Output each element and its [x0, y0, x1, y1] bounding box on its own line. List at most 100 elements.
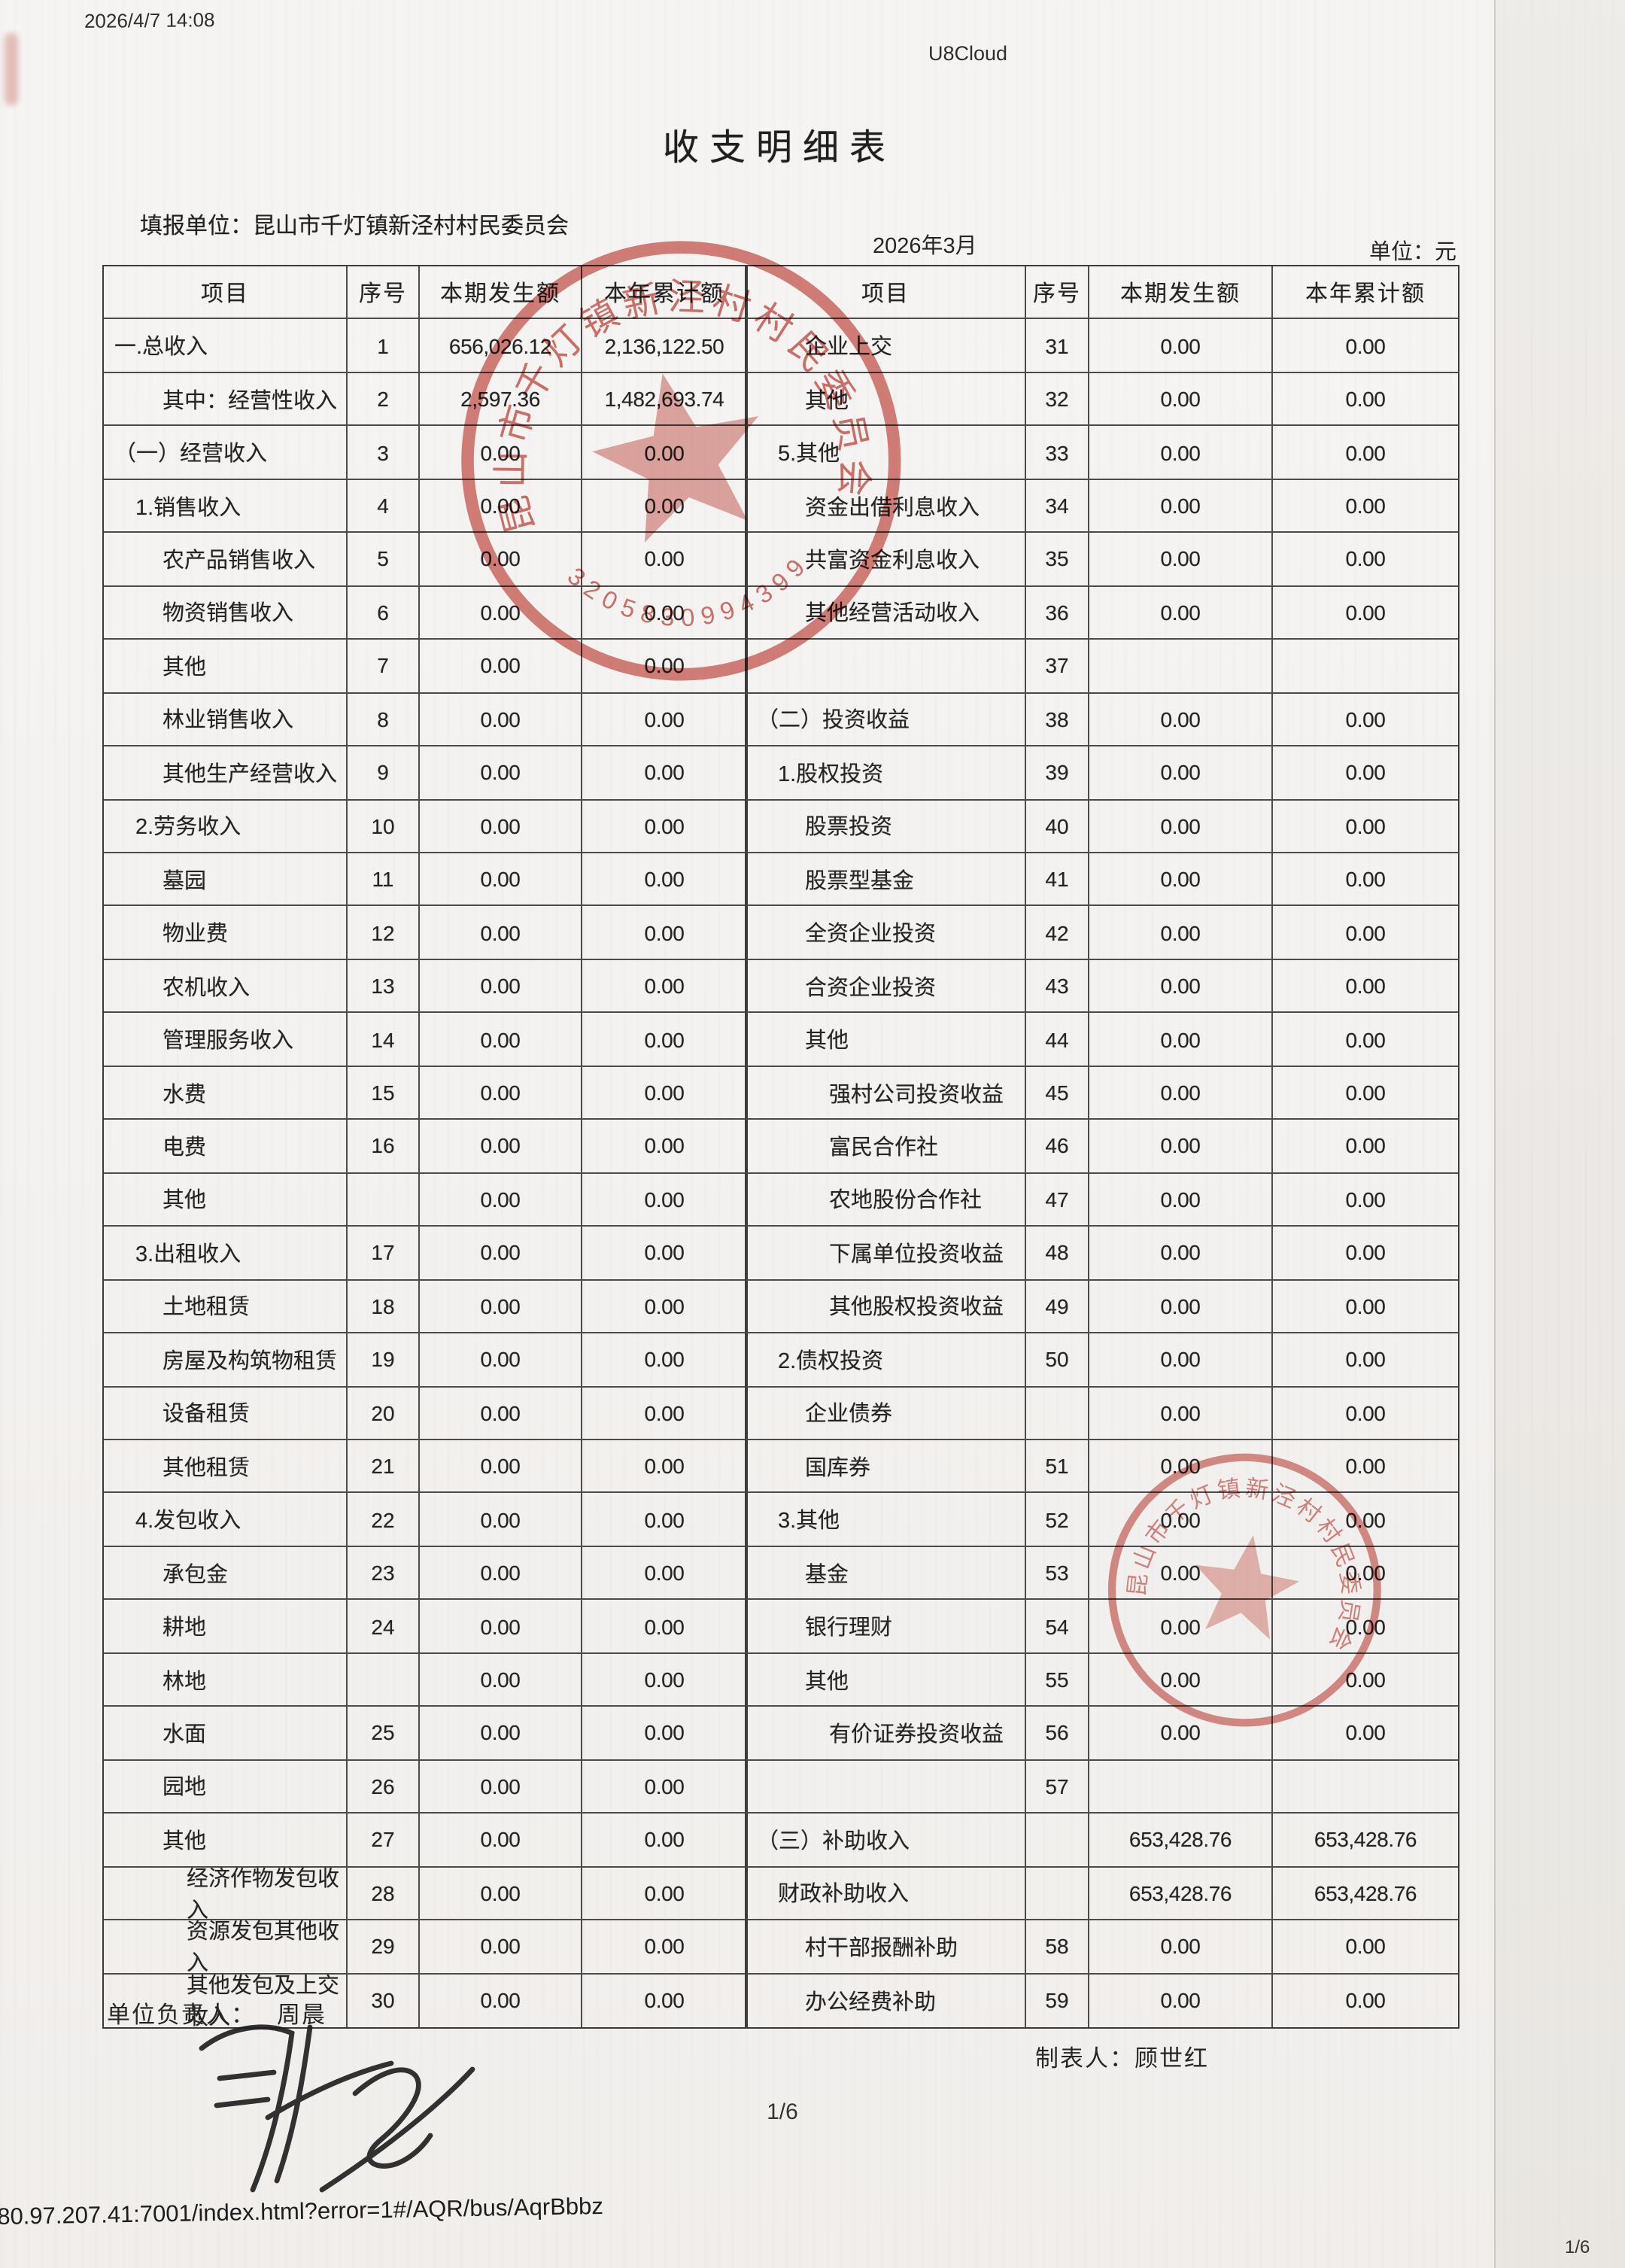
row-item-cell: 物资销售收入 [104, 586, 348, 640]
report-unit-line: 填报单位：昆山市千灯镇新泾村村民委员会 [140, 209, 569, 241]
row-item-cell: 其他 [746, 1013, 1026, 1067]
row-item-cell: 2.劳务收入 [104, 800, 348, 853]
row-seq-cell: 15 [348, 1066, 420, 1120]
row-item-cell: 3.出租收入 [104, 1227, 348, 1281]
row-seq-cell: 1 [348, 319, 420, 373]
row-current-amount-cell: 0.00 [1089, 1280, 1273, 1334]
row-seq-cell: 46 [1026, 1120, 1089, 1174]
row-ytd-amount-cell: 0.00 [1345, 1988, 1386, 2013]
row-seq-cell: 19 [348, 1333, 420, 1388]
page-title: 收支明细表 [663, 128, 896, 169]
row-current-amount-cell: 0.00 [1089, 426, 1273, 480]
row-seq-cell: 31 [1026, 319, 1089, 373]
row-seq-cell: 35 [1026, 533, 1089, 587]
row-item-cell: 电费 [104, 1120, 348, 1174]
row-seq-cell: 8 [348, 693, 420, 747]
row-ytd-amount-cell: 0.00 [582, 1067, 746, 1120]
row-item-cell: 5.其他 [746, 426, 1026, 480]
row-current-amount-cell: 0.00 [420, 1120, 582, 1174]
row-item-cell: 4.发包收入 [104, 1493, 348, 1547]
row-item-cell: 2.债权投资 [746, 1333, 1026, 1388]
row-ytd-amount-cell: 0.00 [1273, 373, 1458, 427]
row-seq-cell: 52 [1026, 1493, 1089, 1547]
currency-unit-label: 单位：元 [1369, 241, 1456, 265]
row-current-amount-cell: 0.00 [1089, 1227, 1273, 1281]
svg-text:3205830994399: 3205830994399 [559, 514, 823, 657]
column-header: 本年累计额 [1273, 266, 1458, 320]
row-ytd-amount-cell: 0.00 [582, 853, 746, 907]
row-seq-cell: 55 [1026, 1653, 1089, 1707]
row-seq-cell: 12 [348, 906, 420, 960]
row-item-cell: 一.总收入 [104, 319, 348, 373]
row-ytd-amount-cell: 0.00 [1273, 427, 1458, 480]
row-current-amount-cell: 0.00 [420, 1013, 582, 1067]
row-item-cell: 3.其他 [746, 1493, 1026, 1547]
row-seq-cell: 2 [348, 372, 420, 427]
row-item-cell: 基金 [746, 1546, 1026, 1601]
preparer-name: 顾世红 [1134, 2047, 1210, 2072]
row-seq-cell: 22 [348, 1493, 420, 1547]
income-table-right: 项目 序号 本期发生额 本年累计额 企业上交 31 0.00 0.00 其他 32 0.00 0.00… [745, 265, 1459, 2029]
row-current-amount-cell: 0.00 [1089, 853, 1273, 907]
row-seq-cell: 6 [348, 586, 420, 640]
row-seq-cell: 28 [348, 1867, 420, 1921]
column-header: 本年累计额 [582, 266, 746, 320]
row-ytd-amount-cell: 653,428.76 [1273, 1867, 1458, 1921]
row-seq-cell: 37 [1026, 640, 1089, 694]
row-current-amount-cell: 0.00 [420, 1066, 582, 1120]
row-seq-cell: 53 [1026, 1546, 1089, 1601]
row-seq-cell: 51 [1026, 1440, 1089, 1494]
row-ytd-amount-cell: 0.00 [1273, 320, 1458, 373]
row-seq-cell: 56 [1026, 1707, 1089, 1761]
row-item-cell: 资源发包其他收入 [104, 1920, 348, 1975]
row-current-amount-cell: 0.00 [1089, 959, 1273, 1014]
row-current-amount-cell: 0.00 [420, 1546, 582, 1601]
row-seq-cell: 45 [1026, 1066, 1089, 1120]
row-seq-cell: 41 [1026, 853, 1089, 907]
row-current-amount-cell [1089, 1760, 1273, 1814]
column-header: 项目 [746, 266, 1026, 320]
row-seq-cell: 39 [1026, 746, 1089, 801]
row-seq-cell: 59 [1026, 1974, 1089, 2027]
row-item-cell: 股票型基金 [746, 853, 1026, 907]
row-seq-cell: 38 [1026, 693, 1089, 747]
seal-star-icon [592, 373, 759, 543]
row-current-amount-cell: 0.00 [1089, 1387, 1273, 1440]
row-current-amount-cell: 0.00 [420, 1707, 582, 1761]
seal-star-icon [1195, 1535, 1300, 1640]
row-item-cell: 其他 [104, 640, 348, 694]
row-ytd-amount-cell: 0.00 [582, 1173, 746, 1227]
row-current-amount-cell: 0.00 [1089, 746, 1273, 801]
row-ytd-amount-cell: 0.00 [582, 1494, 746, 1547]
official-seal-stamp-2: 昆山市千灯镇新泾村村民委员会 [1107, 1453, 1381, 1727]
row-ytd-amount-cell [1273, 640, 1458, 694]
report-unit-value: 昆山市千灯镇新泾村村民委员会 [253, 214, 570, 239]
row-seq-cell [1026, 1387, 1089, 1440]
corner-page-indicator: 1/6 [1565, 2236, 1590, 2257]
row-ytd-amount-cell: 0.00 [582, 1547, 746, 1601]
row-ytd-amount-cell: 0.00 [582, 1120, 746, 1174]
row-seq-cell: 4 [348, 479, 420, 534]
row-seq-cell: 47 [1026, 1173, 1089, 1227]
row-ytd-amount-cell: 0.00 [582, 1014, 746, 1067]
row-current-amount-cell: 0.00 [1089, 906, 1273, 960]
responsible-person-line: 单位负责人： 周晨 [107, 1997, 327, 2030]
footer-url: 80.97.207.41:7001/index.html?error=1#/AQ… [0, 2194, 604, 2230]
row-seq-cell: 42 [1026, 906, 1089, 960]
row-seq-cell: 25 [348, 1707, 420, 1761]
row-seq-cell: 34 [1026, 479, 1089, 534]
row-seq-cell: 5 [348, 533, 420, 587]
row-seq-cell: 33 [1026, 426, 1089, 480]
preparer-label: 制表人： [1035, 2047, 1135, 2072]
row-current-amount-cell: 0.00 [420, 693, 582, 747]
row-ytd-amount-cell: 0.00 [1273, 1173, 1458, 1227]
row-current-amount-cell: 0.00 [1089, 1546, 1273, 1601]
row-current-amount-cell: 0.00 [1089, 1707, 1273, 1761]
row-current-amount-cell: 0.00 [420, 1280, 582, 1334]
row-seq-cell: 27 [348, 1813, 420, 1868]
row-ytd-amount-cell: 0.00 [582, 1280, 746, 1334]
row-item-cell: 全资企业投资 [746, 906, 1026, 960]
row-current-amount-cell: 0.00 [420, 1974, 582, 2027]
row-seq-cell: 44 [1026, 1013, 1089, 1067]
row-seq-cell: 50 [1026, 1333, 1089, 1388]
